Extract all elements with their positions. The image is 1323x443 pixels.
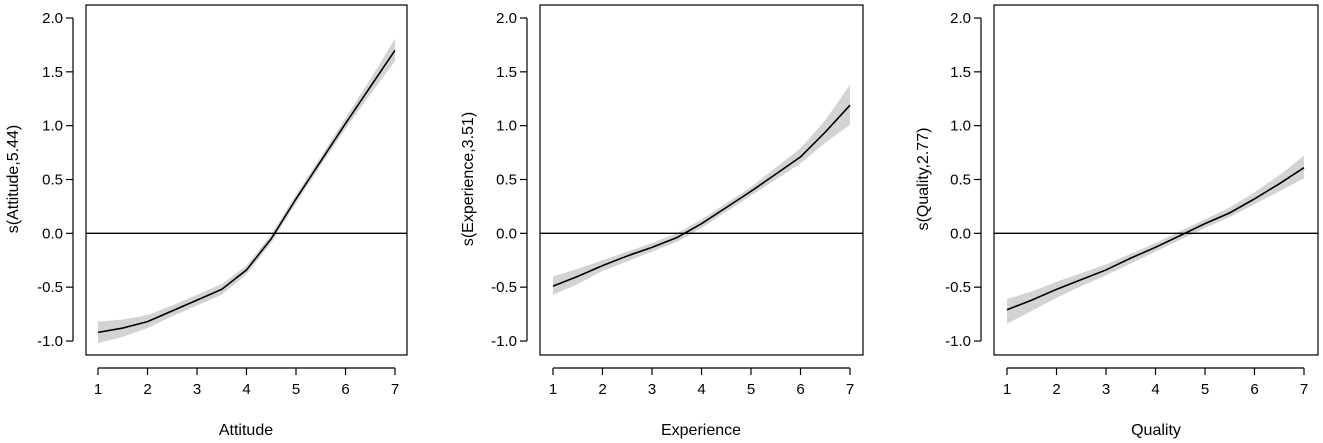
x-tick-label: 5 <box>747 381 755 398</box>
fitted-line <box>97 49 396 334</box>
panel-experience: s(Experience,3.51) Experience 1 2 3 4 5 6 7 -1.… <box>460 4 864 439</box>
y-tick-label: 1.0 <box>950 118 971 135</box>
confidence-band <box>553 84 850 295</box>
fitted-line <box>1006 166 1305 311</box>
x-tick-label: 7 <box>1300 381 1308 398</box>
y-tick-label: 2.0 <box>42 10 63 27</box>
y-tick-label: -1.0 <box>37 333 63 350</box>
x-tick-label: 3 <box>1102 381 1110 398</box>
y-tick-label: 2.0 <box>496 10 517 27</box>
y-tick-label: 0.0 <box>42 225 63 242</box>
x-tick-label: 4 <box>242 381 250 398</box>
y-axis-label: s(Experience,3.51) <box>460 112 477 246</box>
plot-frame <box>85 4 408 356</box>
x-tick-label: 4 <box>697 381 705 398</box>
y-tick-label: 0.0 <box>496 225 517 242</box>
x-tick-label: 5 <box>292 381 300 398</box>
y-axis-label: s(Quality,2.77) <box>915 128 932 231</box>
x-tick-label: 6 <box>796 381 804 398</box>
x-tick-label: 2 <box>598 381 606 398</box>
x-axis-label: Experience <box>661 422 741 439</box>
x-tick-label: 5 <box>1201 381 1209 398</box>
y-tick-label: -0.5 <box>491 279 517 296</box>
y-tick-label: 1.0 <box>42 118 63 135</box>
y-tick-label: -0.5 <box>945 279 971 296</box>
x-tick-label: 1 <box>1003 381 1011 398</box>
y-tick-label: -0.5 <box>37 279 63 296</box>
x-tick-label: 7 <box>846 381 854 398</box>
y-tick-label: 0.5 <box>950 172 971 189</box>
x-tick-label: 2 <box>143 381 151 398</box>
confidence-band <box>98 38 395 344</box>
x-tick-label: 7 <box>391 381 399 398</box>
y-axis-label: s(Attitude,5.44) <box>5 125 22 234</box>
y-tick-label: 1.5 <box>950 64 971 81</box>
y-tick-label: 0.5 <box>42 172 63 189</box>
y-tick-label: 1.5 <box>496 64 517 81</box>
x-tick-label: 6 <box>341 381 349 398</box>
x-tick-label: 1 <box>94 381 102 398</box>
y-tick-label: 1.0 <box>496 118 517 135</box>
x-tick-label: 3 <box>193 381 201 398</box>
y-tick-label: -1.0 <box>491 333 517 350</box>
confidence-band <box>1007 155 1304 324</box>
panel-quality: s(Quality,2.77) Quality 1 2 3 4 5 6 7 -1.0 -0.5 0… <box>915 4 1319 439</box>
x-tick-label: 6 <box>1250 381 1258 398</box>
x-tick-label: 1 <box>549 381 557 398</box>
plot-frame <box>993 4 1319 356</box>
x-tick-label: 2 <box>1052 381 1060 398</box>
x-tick-label: 4 <box>1151 381 1159 398</box>
y-tick-label: 0.0 <box>950 225 971 242</box>
plot-frame <box>539 4 864 356</box>
y-tick-label: 1.5 <box>42 64 63 81</box>
x-axis-label: Quality <box>1131 422 1181 439</box>
y-tick-label: 2.0 <box>950 10 971 27</box>
y-tick-label: 0.5 <box>496 172 517 189</box>
fitted-line <box>552 104 851 287</box>
x-tick-label: 3 <box>648 381 656 398</box>
y-tick-label: -1.0 <box>945 333 971 350</box>
panel-attitude: s(Attitude,5.44) Attitude 1 2 3 4 5 6 7 -1.0 -0.… <box>5 4 408 439</box>
x-axis-label: Attitude <box>219 422 273 439</box>
